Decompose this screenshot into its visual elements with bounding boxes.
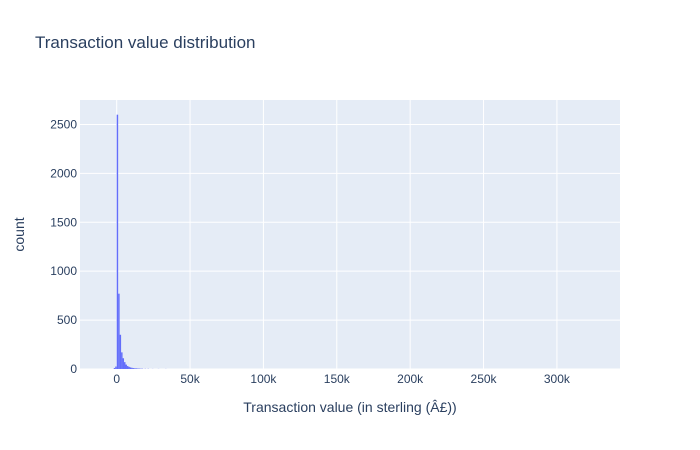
histogram-bar xyxy=(125,364,127,369)
histogram-bar xyxy=(135,368,138,369)
y-tick-label: 500 xyxy=(57,313,77,327)
histogram-bar xyxy=(134,368,136,369)
x-tick-label: 100k xyxy=(250,372,277,386)
histogram-bar xyxy=(122,358,125,369)
histogram-bar xyxy=(118,293,120,369)
y-tick-label: 2500 xyxy=(50,117,77,131)
x-tick-label: 50k xyxy=(180,372,200,386)
y-tick-label: 1000 xyxy=(50,264,77,278)
histogram-bar xyxy=(113,368,116,369)
y-axis-title: count xyxy=(11,217,27,251)
plot-area xyxy=(80,100,620,369)
x-tick-label: 300k xyxy=(544,372,571,386)
histogram-bar xyxy=(124,362,126,369)
x-tick-label: 250k xyxy=(471,372,498,386)
histogram-bar xyxy=(121,352,123,369)
histogram-bar xyxy=(132,368,135,369)
x-tick-label: 200k xyxy=(397,372,424,386)
chart-title: Transaction value distribution xyxy=(35,33,256,52)
x-tick-label: 0 xyxy=(113,372,120,386)
y-tick-label: 1500 xyxy=(50,215,77,229)
histogram-bar xyxy=(119,334,122,369)
histogram-bar xyxy=(131,367,133,369)
y-tick-label: 2000 xyxy=(50,166,77,180)
x-tick-label: 150k xyxy=(324,372,351,386)
histogram-bar xyxy=(129,367,132,369)
histogram-bar xyxy=(128,366,130,369)
histogram-bar xyxy=(116,114,119,369)
y-tick-label: 0 xyxy=(70,362,77,376)
histogram-bar xyxy=(126,366,129,369)
histogram-bar xyxy=(115,366,117,369)
x-axis-title: Transaction value (in sterling (Â£)) xyxy=(243,399,456,415)
